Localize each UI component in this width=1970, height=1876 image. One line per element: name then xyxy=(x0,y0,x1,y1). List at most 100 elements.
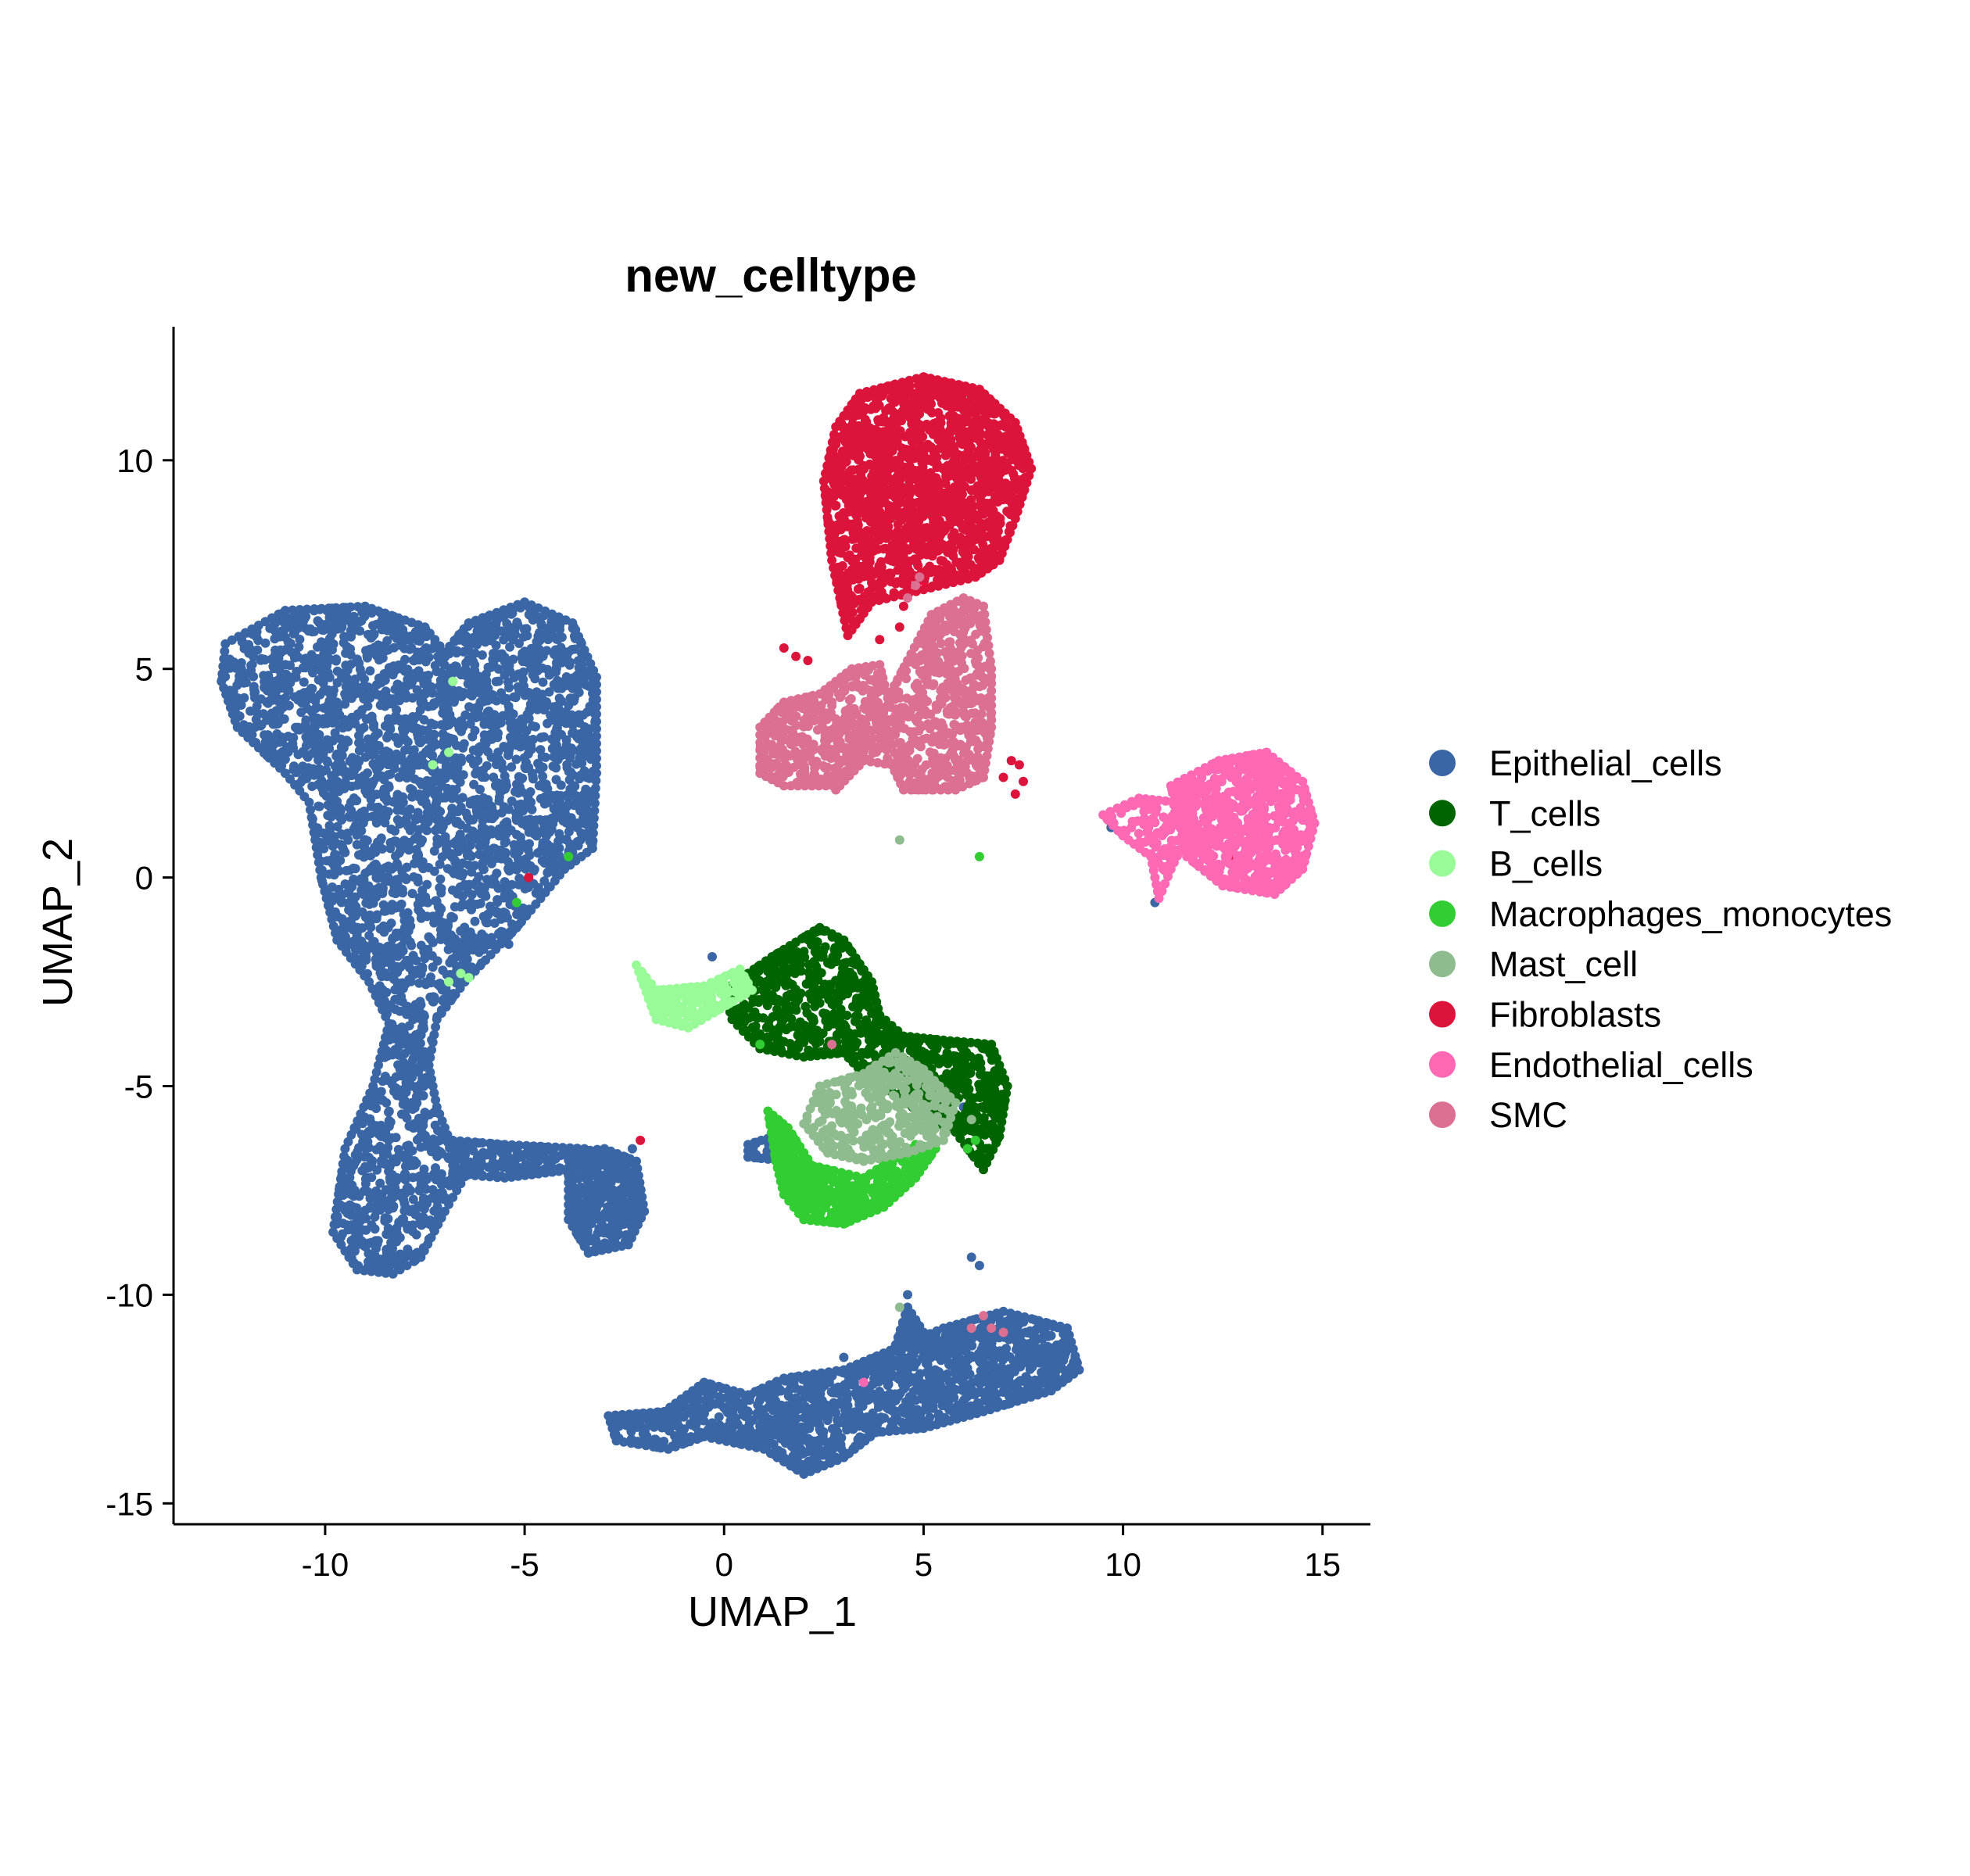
point xyxy=(432,667,442,676)
point xyxy=(539,876,550,886)
point xyxy=(348,1202,358,1212)
point xyxy=(296,607,306,618)
point xyxy=(408,1194,418,1205)
point xyxy=(348,936,357,947)
point xyxy=(535,745,546,755)
point xyxy=(375,924,385,934)
point xyxy=(484,611,494,621)
point xyxy=(431,896,441,906)
point xyxy=(424,729,435,739)
point xyxy=(399,1058,409,1068)
point xyxy=(270,626,280,636)
point xyxy=(493,664,503,674)
point xyxy=(455,1164,465,1174)
point xyxy=(391,1157,401,1167)
point xyxy=(490,879,500,889)
point xyxy=(370,1212,380,1222)
point xyxy=(553,753,564,763)
point xyxy=(385,618,396,627)
point xyxy=(530,700,540,710)
point xyxy=(588,695,598,705)
point xyxy=(468,632,478,643)
point xyxy=(432,1105,442,1115)
point xyxy=(468,704,478,714)
point xyxy=(608,1153,618,1163)
point xyxy=(500,771,510,781)
point xyxy=(635,1206,645,1216)
point xyxy=(550,1154,561,1164)
point xyxy=(318,749,328,759)
point xyxy=(398,766,408,776)
point xyxy=(494,754,504,764)
point xyxy=(596,1215,606,1226)
point xyxy=(431,1163,440,1173)
point xyxy=(543,868,553,878)
point xyxy=(353,1147,363,1157)
point xyxy=(1006,1309,1016,1319)
point xyxy=(447,954,457,965)
point xyxy=(550,739,560,749)
point xyxy=(313,755,324,765)
point xyxy=(411,1029,421,1040)
point xyxy=(340,879,350,889)
point xyxy=(575,835,586,845)
point xyxy=(367,608,377,618)
point xyxy=(492,853,502,863)
point xyxy=(431,739,441,750)
point xyxy=(314,801,324,811)
point xyxy=(423,817,433,827)
point xyxy=(303,626,313,636)
point xyxy=(427,1035,437,1045)
point xyxy=(336,734,346,744)
point xyxy=(446,911,457,922)
point xyxy=(446,865,457,875)
point xyxy=(364,1099,374,1109)
point xyxy=(494,824,504,834)
point xyxy=(334,711,344,721)
point xyxy=(419,947,429,957)
point xyxy=(590,1197,600,1207)
point xyxy=(380,1213,390,1223)
point xyxy=(452,765,462,775)
point xyxy=(320,655,330,665)
point xyxy=(346,1244,356,1253)
point xyxy=(235,671,245,681)
point xyxy=(535,827,546,837)
point xyxy=(419,1204,429,1214)
point xyxy=(403,1153,414,1163)
point xyxy=(384,781,394,791)
point xyxy=(476,696,486,707)
point xyxy=(306,655,317,665)
point xyxy=(503,750,513,761)
point xyxy=(464,654,474,664)
point xyxy=(381,746,392,756)
point xyxy=(325,825,335,835)
point xyxy=(359,771,369,781)
point xyxy=(607,1232,617,1242)
point xyxy=(399,1173,409,1183)
point xyxy=(549,804,559,814)
point xyxy=(500,850,510,860)
point xyxy=(442,935,452,945)
point xyxy=(372,1239,382,1249)
point xyxy=(562,649,572,659)
point xyxy=(435,859,445,869)
point xyxy=(479,719,489,729)
point xyxy=(580,1187,590,1198)
point xyxy=(413,635,423,646)
point xyxy=(378,944,388,954)
point xyxy=(393,680,403,690)
point xyxy=(288,743,299,753)
point xyxy=(485,901,495,911)
point xyxy=(583,681,593,691)
point xyxy=(440,1193,450,1202)
point xyxy=(599,1149,609,1159)
point xyxy=(353,829,364,839)
point xyxy=(307,782,317,791)
point xyxy=(268,661,278,671)
point xyxy=(487,1164,497,1174)
point xyxy=(422,1172,432,1182)
point xyxy=(553,634,563,644)
point xyxy=(437,793,447,803)
point xyxy=(615,1185,625,1194)
